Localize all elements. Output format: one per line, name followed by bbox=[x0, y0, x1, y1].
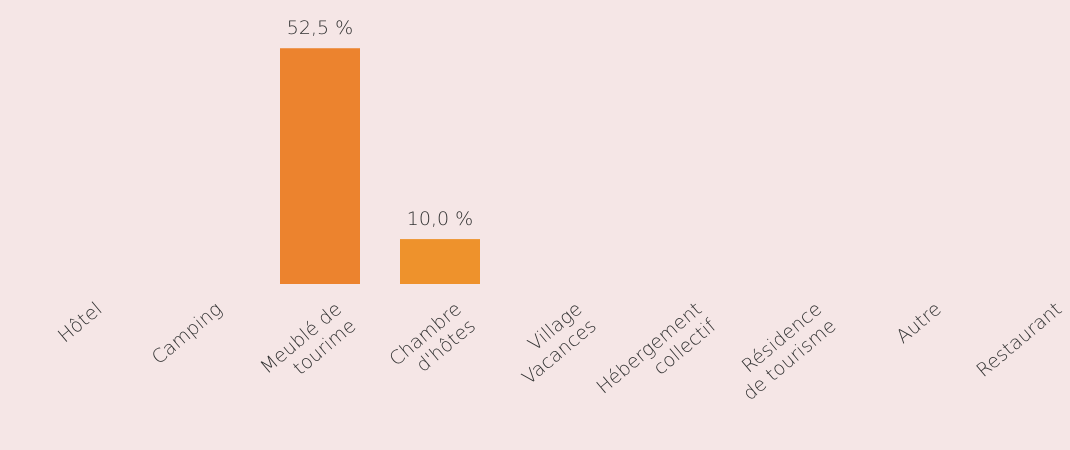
bar bbox=[400, 239, 480, 284]
value-label: 10,0 % bbox=[407, 208, 473, 230]
bar bbox=[280, 48, 360, 285]
value-label: 52,5 % bbox=[287, 17, 353, 39]
